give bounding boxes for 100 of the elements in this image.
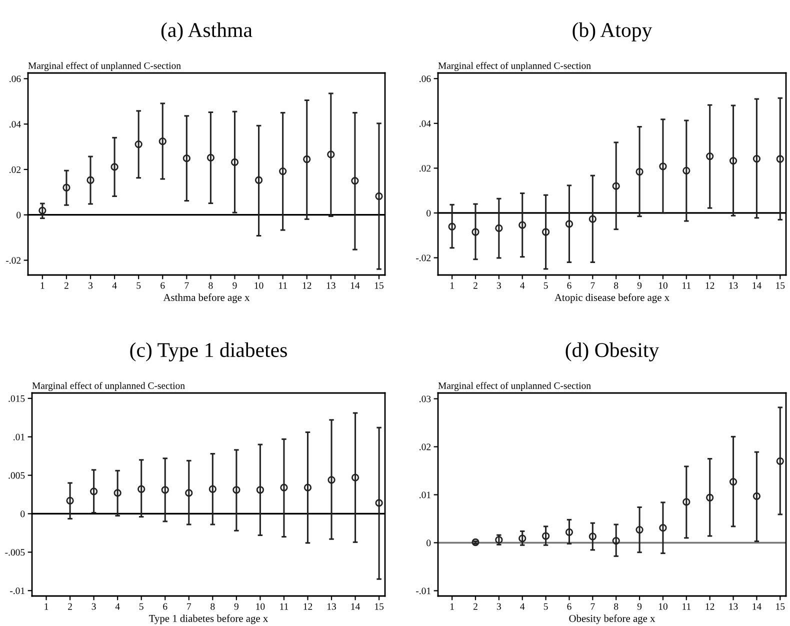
chart-title: (a) Asthma bbox=[161, 22, 252, 42]
y-tick-label: 0 bbox=[20, 510, 25, 518]
y-tick-label: .015 bbox=[8, 395, 25, 402]
point bbox=[303, 155, 311, 164]
x-tick-label: 14 bbox=[752, 603, 762, 610]
point bbox=[565, 220, 574, 228]
point bbox=[327, 150, 335, 158]
point bbox=[206, 154, 215, 162]
x-tick-label: 2 bbox=[473, 282, 478, 289]
point bbox=[542, 532, 550, 540]
x-tick-label: 10 bbox=[256, 603, 265, 610]
x-tick-label: 9 bbox=[232, 282, 237, 289]
x-tick-label: 4 bbox=[520, 282, 525, 289]
y-tick-label: .02 bbox=[420, 165, 431, 172]
y-axis-title: Marginal effect of unplanned C-section bbox=[28, 62, 181, 71]
x-tick-label: 7 bbox=[184, 282, 189, 289]
y-tick-label: -.005 bbox=[5, 549, 25, 556]
chart-title: (d) Obesity bbox=[566, 342, 660, 362]
point bbox=[542, 228, 550, 236]
x-tick-label: 6 bbox=[160, 282, 165, 289]
point bbox=[161, 486, 169, 494]
y-tick-label: .02 bbox=[420, 444, 431, 450]
x-tick-label: 12 bbox=[302, 282, 312, 289]
point bbox=[279, 167, 287, 176]
x-tick-label: 5 bbox=[544, 603, 548, 610]
y-axis-title: Marginal effect of unplanned C-section bbox=[438, 382, 591, 391]
x-tick-label: 1 bbox=[450, 282, 454, 289]
point bbox=[448, 222, 456, 230]
point bbox=[328, 476, 336, 484]
point bbox=[351, 474, 360, 482]
point bbox=[256, 486, 264, 494]
x-tick-label: 6 bbox=[163, 603, 168, 610]
point bbox=[776, 457, 784, 465]
x-tick-label: 10 bbox=[658, 603, 668, 610]
y-tick-label: .02 bbox=[10, 166, 21, 173]
x-tick-label: 4 bbox=[115, 603, 120, 610]
point bbox=[518, 534, 526, 542]
point bbox=[232, 486, 240, 494]
x-tick-label: 1 bbox=[44, 603, 48, 610]
x-tick-label: 15 bbox=[375, 603, 384, 610]
x-tick-label: 14 bbox=[351, 603, 360, 610]
point bbox=[706, 152, 714, 160]
y-tick-label: .06 bbox=[420, 76, 431, 82]
x-tick-label: 11 bbox=[682, 282, 690, 289]
point bbox=[280, 484, 288, 492]
x-tick-label: 13 bbox=[326, 282, 336, 289]
y-tick-label: -.02 bbox=[416, 254, 431, 262]
point bbox=[472, 228, 480, 236]
point bbox=[588, 215, 596, 223]
x-tick-label: 10 bbox=[658, 282, 668, 289]
x-tick-label: 13 bbox=[729, 282, 738, 289]
point bbox=[612, 182, 620, 190]
x-axis-title: Obesity before age x bbox=[569, 614, 656, 624]
x-tick-label: 12 bbox=[304, 603, 312, 610]
x-tick-label: 3 bbox=[496, 282, 501, 289]
x-axis-title: Asthma before age x bbox=[163, 294, 250, 304]
x-tick-label: 2 bbox=[64, 282, 68, 289]
x-tick-label: 13 bbox=[328, 603, 336, 610]
point bbox=[86, 176, 94, 184]
y-tick-label: 0 bbox=[426, 210, 431, 216]
point bbox=[682, 498, 690, 506]
x-tick-label: 11 bbox=[682, 603, 690, 610]
point bbox=[659, 524, 667, 532]
x-tick-label: 11 bbox=[279, 282, 287, 289]
x-tick-label: 3 bbox=[88, 282, 93, 289]
y-tick-label: .04 bbox=[10, 120, 21, 128]
x-tick-label: 12 bbox=[706, 603, 714, 610]
x-tick-label: 6 bbox=[567, 282, 572, 289]
x-tick-label: 15 bbox=[374, 282, 384, 289]
x-axis-title: Atopic disease before age x bbox=[554, 294, 670, 304]
x-tick-label: 8 bbox=[614, 603, 618, 610]
x-tick-label: 5 bbox=[136, 282, 141, 289]
x-tick-label: 7 bbox=[590, 282, 595, 289]
x-tick-label: 11 bbox=[280, 603, 288, 610]
point bbox=[134, 140, 142, 148]
point bbox=[185, 489, 193, 497]
y-tick-label: .01 bbox=[420, 492, 430, 498]
point bbox=[110, 163, 118, 171]
point bbox=[752, 154, 761, 163]
point bbox=[138, 485, 146, 493]
y-tick-label: 0 bbox=[16, 212, 21, 218]
point bbox=[682, 166, 690, 174]
point bbox=[208, 485, 216, 493]
x-tick-label: 14 bbox=[350, 282, 360, 289]
y-tick-label: -.01 bbox=[416, 588, 430, 594]
x-tick-label: 10 bbox=[254, 282, 264, 289]
y-tick-label: .06 bbox=[10, 76, 21, 82]
y-tick-label: .04 bbox=[420, 120, 431, 127]
y-tick-label: 0 bbox=[426, 540, 431, 546]
point bbox=[729, 156, 738, 165]
y-tick-label: .03 bbox=[420, 396, 431, 402]
x-tick-label: 4 bbox=[112, 282, 117, 289]
point bbox=[612, 536, 620, 545]
point bbox=[375, 192, 383, 200]
x-tick-label: 1 bbox=[40, 282, 44, 289]
y-axis-title: Marginal effect of unplanned C-section bbox=[32, 382, 185, 391]
point bbox=[472, 538, 480, 546]
x-tick-label: 9 bbox=[234, 603, 238, 610]
y-tick-label: .01 bbox=[14, 434, 24, 440]
x-tick-label: 5 bbox=[139, 603, 144, 610]
